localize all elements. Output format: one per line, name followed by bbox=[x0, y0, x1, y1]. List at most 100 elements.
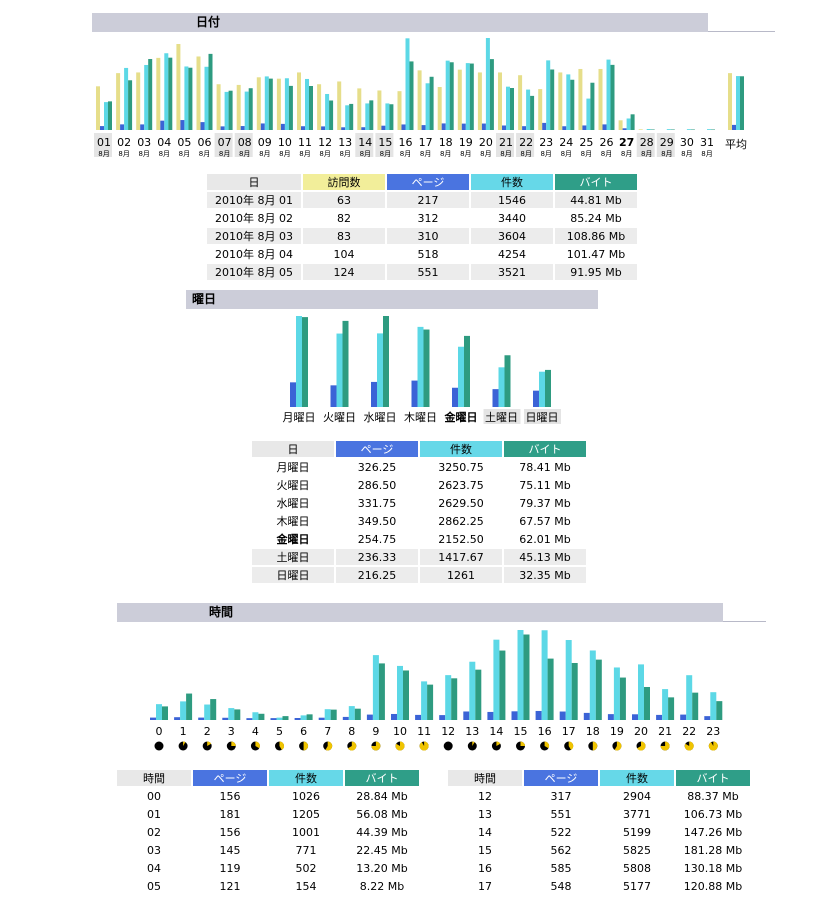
hourly-bytes-bar bbox=[258, 713, 265, 720]
hourly-pages-bar bbox=[198, 717, 205, 720]
hourly-hour-label: 8 bbox=[348, 725, 355, 738]
hour-right-cell: 15 bbox=[478, 843, 492, 857]
weekday-col-bytes: バイト bbox=[504, 441, 586, 457]
daily-day-label: 22 bbox=[519, 136, 533, 149]
daily-month-label: 8月 bbox=[460, 150, 471, 158]
hourly-bytes-bar bbox=[282, 716, 289, 720]
daily-files-bar bbox=[264, 76, 269, 130]
daily-files-bar bbox=[224, 91, 229, 130]
daily-visits-bar bbox=[437, 87, 442, 130]
daily-day-label: 31 bbox=[700, 136, 714, 149]
weekday-cell: 1261 bbox=[420, 567, 502, 583]
hourly-hour-label: 20 bbox=[634, 725, 648, 738]
daily-visits-bar bbox=[477, 72, 482, 130]
hourly-bytes-bar bbox=[403, 670, 409, 720]
weekday-cell: 水曜日 bbox=[276, 497, 310, 510]
hourly-pages-bar bbox=[174, 717, 181, 720]
daily-pages-bar bbox=[622, 128, 627, 130]
daily-month-label: 8月 bbox=[239, 150, 250, 158]
weekday-cell: 2623.75 bbox=[438, 478, 484, 492]
hour-right-cell: 548 bbox=[550, 879, 572, 893]
hour-right-cell: 2904 bbox=[623, 789, 651, 803]
hourly-clock-wedge bbox=[347, 741, 357, 751]
daily-day-label: 29 bbox=[660, 136, 674, 149]
weekday-cell: 1417.67 bbox=[420, 549, 502, 565]
hourly-pages-bar bbox=[607, 714, 614, 720]
weekday-day-label: 木曜日 bbox=[404, 411, 437, 424]
hourly-files-bar bbox=[324, 709, 331, 720]
hourly-files-bar bbox=[372, 655, 379, 720]
hourly-clock-wedge bbox=[325, 741, 333, 751]
daily-month-label: 8月 bbox=[159, 150, 170, 158]
hourly-hour-label: 17 bbox=[562, 725, 576, 738]
daily-row: 2010年 8月 02 82 312 3440 85.24 Mb bbox=[207, 210, 637, 226]
daily-pages-bar bbox=[502, 125, 506, 130]
daily-pages-bar bbox=[401, 124, 406, 130]
weekday-cell: 216.25 bbox=[336, 567, 418, 583]
daily-cell: 310 bbox=[387, 228, 469, 244]
hour-left-col-hour: 時間 bbox=[117, 770, 191, 786]
daily-month-label: 8月 bbox=[440, 150, 451, 158]
weekday-bytes-bar bbox=[383, 316, 389, 407]
hourly-pages-bar bbox=[487, 711, 494, 720]
hour-right-row: 14 522 5199 147.26 Mb bbox=[448, 824, 750, 840]
daily-bytes-bar bbox=[128, 80, 133, 130]
hourly-hour-label: 7 bbox=[324, 725, 331, 738]
weekday-cell: 326.25 bbox=[357, 460, 397, 474]
daily-month-label: 8月 bbox=[179, 150, 190, 158]
hour-left-cell: 04 bbox=[147, 861, 161, 875]
daily-cell: 518 bbox=[417, 247, 439, 261]
hour-right-cell: 562 bbox=[550, 843, 572, 857]
daily-pages-bar bbox=[562, 126, 567, 130]
daily-bytes-bar bbox=[369, 100, 374, 130]
weekday-files-bar bbox=[539, 371, 545, 407]
hourly-pages-bar bbox=[463, 711, 470, 720]
daily-month-label: 8月 bbox=[118, 150, 129, 158]
weekday-cell: 月曜日 bbox=[276, 461, 310, 474]
daily-day-label: 24 bbox=[559, 136, 573, 149]
daily-month-label: 8月 bbox=[681, 150, 692, 158]
hour-left-cell: 156 bbox=[219, 789, 241, 803]
weekday-pages-bar bbox=[371, 381, 377, 407]
weekday-col-pages: ページ bbox=[336, 441, 418, 457]
hour-right-cell: 585 bbox=[550, 861, 572, 875]
daily-pages-bar bbox=[280, 123, 285, 130]
weekday-pages-bar bbox=[290, 382, 296, 407]
daily-day-label: 15 bbox=[378, 136, 392, 149]
hour-left-cell: 02 bbox=[147, 825, 161, 839]
hourly-pages-bar bbox=[415, 714, 422, 720]
daily-files-bar bbox=[606, 59, 611, 130]
daily-visits-bar bbox=[417, 70, 422, 130]
daily-day-label: 26 bbox=[600, 136, 614, 149]
daily-visits-bar bbox=[558, 72, 563, 130]
daily-visits-bar bbox=[498, 72, 502, 130]
hourly-bytes-bar bbox=[523, 634, 530, 720]
weekday-bytes-bar bbox=[545, 369, 551, 407]
hourly-pages-bar bbox=[680, 714, 687, 720]
daily-visits-bar bbox=[317, 84, 322, 130]
daily-pages-bar bbox=[200, 122, 205, 130]
weekday-section-title: 曜日 bbox=[192, 292, 217, 306]
daily-visits-bar bbox=[618, 120, 623, 130]
hourly-bytes-bar bbox=[499, 650, 506, 720]
daily-bytes-bar bbox=[288, 85, 293, 130]
hourly-files-bar bbox=[156, 704, 162, 720]
daily-month-label: 8月 bbox=[480, 150, 491, 158]
hourly-files-bar bbox=[445, 675, 452, 720]
daily-files-bar bbox=[566, 74, 571, 130]
daily-pages-bar bbox=[321, 126, 326, 130]
weekday-cell: 土曜日 bbox=[252, 549, 334, 565]
hourly-pages-bar bbox=[535, 710, 542, 720]
hourly-clock-wedge bbox=[592, 741, 598, 751]
hourly-bytes-bar bbox=[571, 662, 578, 720]
hour-right-col-files: 件数 bbox=[600, 770, 674, 786]
hourly-files-bar bbox=[252, 712, 259, 720]
daily-bytes-bar bbox=[228, 90, 233, 130]
daily-bytes-bar bbox=[349, 103, 354, 130]
hourly-clock-wedge bbox=[207, 741, 212, 746]
daily-day-label: 25 bbox=[579, 136, 593, 149]
daily-header-rule bbox=[708, 31, 775, 32]
hourly-files-bar bbox=[541, 630, 548, 720]
daily-files-bar bbox=[646, 128, 651, 130]
daily-visits-bar bbox=[96, 86, 100, 130]
